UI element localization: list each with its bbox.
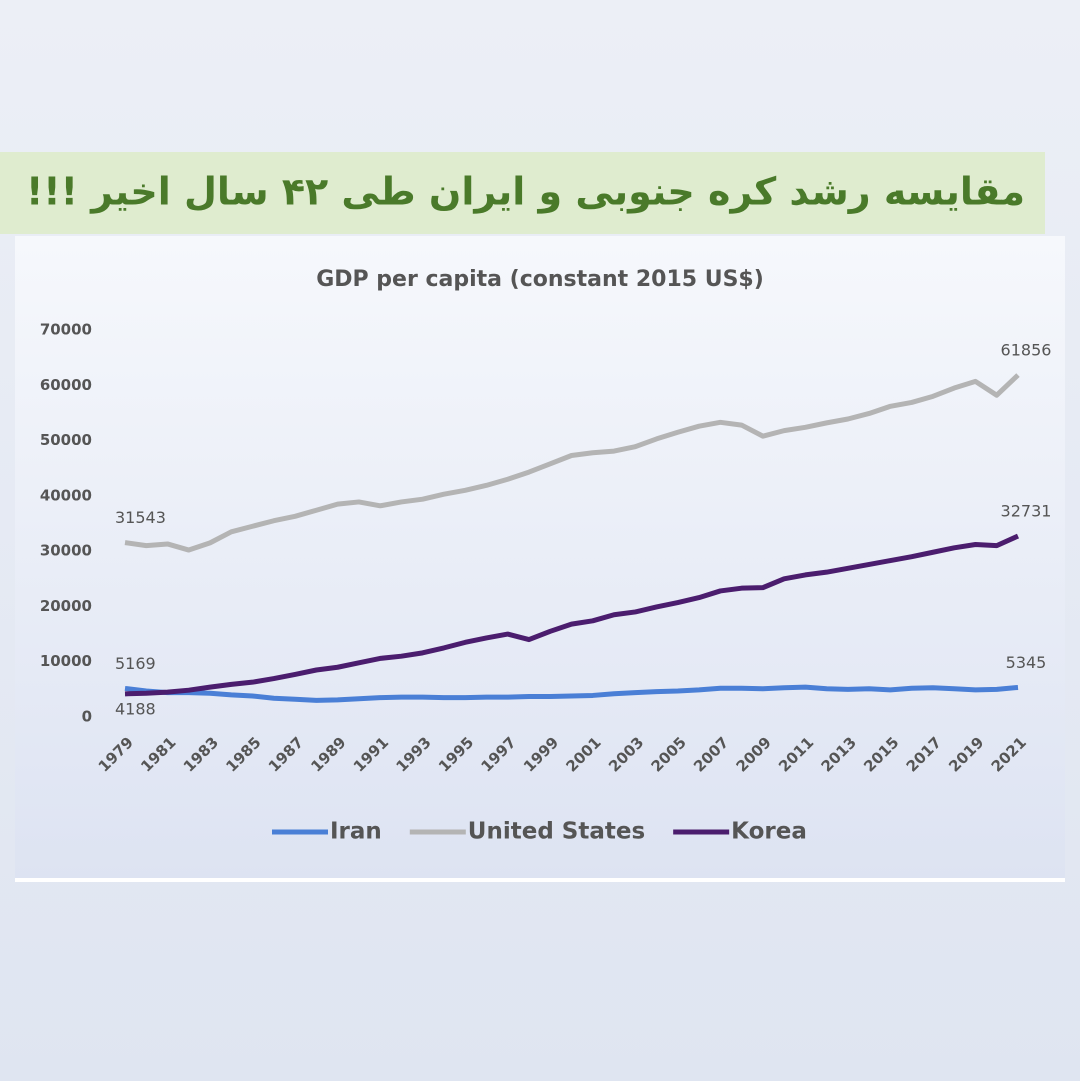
legend-label: Iran xyxy=(330,819,382,845)
y-tick-label: 70000 xyxy=(40,321,92,339)
y-tick-label: 10000 xyxy=(40,652,92,670)
y-tick-label: 0 xyxy=(82,708,92,726)
panel-edge xyxy=(15,878,1065,882)
series-line xyxy=(124,533,1020,697)
y-tick-label: 20000 xyxy=(40,597,92,615)
chart-panel xyxy=(15,236,1065,880)
series-line xyxy=(124,684,1019,703)
series-line xyxy=(124,373,1020,553)
y-tick-label: 50000 xyxy=(40,431,92,449)
y-tick-label: 60000 xyxy=(40,376,92,394)
y-tick-label: 30000 xyxy=(40,542,92,560)
data-label: 32731 xyxy=(1001,502,1052,521)
header-title: مقایسه رشد کره جنوبی و ایران طی ۴۲ سال ا… xyxy=(26,170,1025,215)
legend-label: United States xyxy=(468,819,645,845)
legend-label: Korea xyxy=(731,819,807,845)
data-label: 5345 xyxy=(1006,653,1047,672)
y-tick-label: 40000 xyxy=(40,486,92,504)
data-label: 31543 xyxy=(115,508,166,527)
header-banner xyxy=(0,152,1045,234)
data-label: 4188 xyxy=(115,699,156,718)
data-label: 5169 xyxy=(115,654,156,673)
data-label: 61856 xyxy=(1001,341,1052,360)
chart-title: GDP per capita (constant 2015 US$) xyxy=(316,267,764,292)
